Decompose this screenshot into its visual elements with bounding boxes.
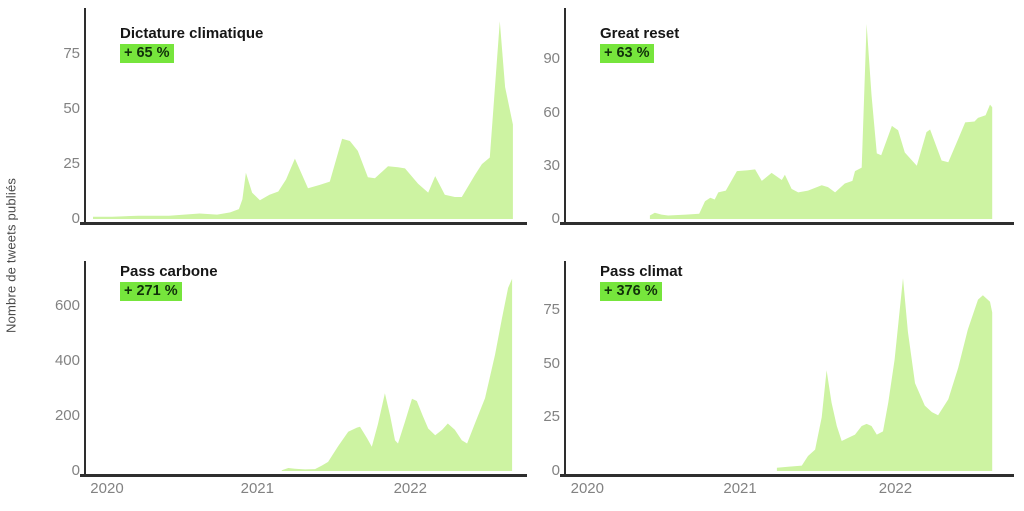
y-axis-tick-label: 200 [54,407,80,425]
chart-block-pass-carbone: 0 200 400 600 Pass carbone + 271 % 2020 2021… [40,261,527,497]
y-axis-line [83,261,86,477]
y-axis-tick-label: 25 [63,155,80,173]
y-axis-tick-label: 60 [543,103,560,121]
chart-block-pass-climat: 0 25 50 75 Pass climat + 376 % 2020 2021 2022 [520,261,1014,497]
y-axis-tick-label: 0 [551,462,560,479]
y-axis-tick-label: 75 [63,45,80,63]
chart-plot: Pass climat + 376 % [560,261,1014,477]
chart-plot: Great reset + 63 % [560,8,1014,225]
x-axis-tick-label: 2020 [90,480,124,497]
x-axis-line [80,222,527,225]
y-axis-line [563,8,566,225]
growth-badge: + 63 % [600,44,654,63]
y-axis-tick-label: 50 [63,100,80,118]
y-axis-ticks: 0 30 60 90 [520,8,560,227]
x-axis-line [80,474,527,477]
y-axis-tick-label: 600 [54,297,80,315]
x-axis-tick-label: 2020 [570,480,604,497]
area-series [281,278,513,471]
y-axis-ticks: 0 25 50 75 [520,261,560,479]
y-axis-tick-label: 75 [543,301,560,319]
area-series [649,24,993,219]
y-axis-tick-label: 0 [71,462,80,479]
y-axis-line [563,261,566,477]
y-axis-tick-label: 0 [71,210,80,227]
y-axis-ticks: 0 25 50 75 [40,8,80,227]
chart-plot: Pass carbone + 271 % [80,261,527,477]
y-axis-ticks: 0 200 400 600 [40,261,80,479]
x-axis-tick-label: 2022 [393,480,427,497]
chart-title: Great reset [600,25,680,42]
chart-plot: Dictature climatique + 65 % [80,8,527,225]
y-axis-line [83,8,86,225]
chart-header: Pass carbone + 271 % [120,263,218,301]
x-axis-ticks: 2020 2021 2022 [566,480,1010,498]
growth-badge: + 376 % [600,282,662,301]
y-axis-tick-label: 0 [551,210,560,227]
x-axis-line [560,222,1014,225]
x-axis-tick-label: 2021 [240,480,274,497]
chart-header: Pass climat + 376 % [600,263,683,301]
chart-header: Great reset + 63 % [600,25,679,63]
chart-header: Dictature climatique + 65 % [120,25,263,63]
chart-title: Pass climat [600,263,683,280]
x-axis-tick-label: 2021 [723,480,757,497]
y-axis-label: Nombre de tweets publiés [3,177,19,334]
y-axis-tick-label: 90 [543,50,560,68]
growth-badge: + 65 % [120,44,174,63]
chart-title: Pass carbone [120,263,218,280]
chart-title: Dictature climatique [120,25,264,42]
area-series [93,21,513,219]
x-axis-ticks: 2020 2021 2022 [86,480,523,498]
x-axis-line [560,474,1014,477]
chart-block-dictature-climatique: 0 25 50 75 Dictature climatique + 65 % [40,8,527,227]
y-axis-tick-label: 50 [543,354,560,372]
area-series [776,278,993,471]
y-axis-tick-label: 30 [543,156,560,174]
growth-badge: + 271 % [120,282,182,301]
x-axis-tick-label: 2022 [878,480,913,497]
y-axis-tick-label: 400 [54,352,80,370]
chart-block-great-reset: 0 30 60 90 Great reset + 63 % [520,8,1014,227]
y-axis-tick-label: 25 [543,408,560,426]
